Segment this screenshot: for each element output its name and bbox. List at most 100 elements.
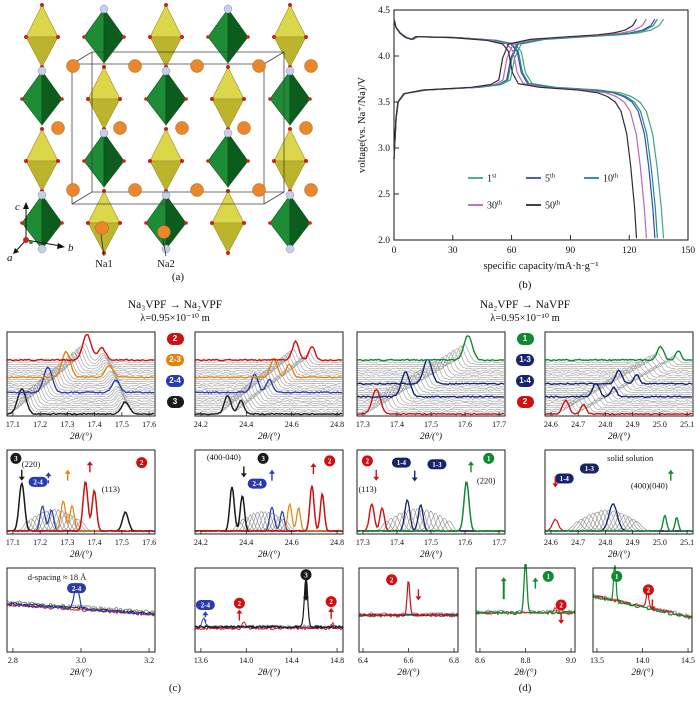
down-arrow-icon	[414, 589, 421, 601]
svg-text:2-4: 2-4	[201, 602, 211, 610]
svg-text:4.5: 4.5	[378, 6, 390, 16]
phase-badge: 2-4	[28, 476, 48, 487]
panel-c-label: (c)	[168, 682, 182, 694]
x-axis: 2.8 3.0 3.2 2θ/(°)	[8, 648, 154, 678]
xrd-curves	[6, 481, 156, 533]
svg-text:3: 3	[304, 571, 308, 579]
xrd-subplot: 24.6 24.7 24.8 24.9 25.0 25.1 2θ/(°) solid solu…	[544, 449, 694, 560]
svg-text:2-4: 2-4	[252, 480, 262, 488]
site-labels: Na1 Na2	[95, 234, 175, 270]
svg-text:3: 3	[14, 455, 18, 463]
svg-text:5th: 5th	[545, 173, 556, 185]
svg-text:25.0: 25.0	[653, 420, 667, 429]
octahedra	[20, 3, 312, 255]
wavelength-subtitle: λ=0.95×10⁻¹⁰ m	[490, 313, 560, 325]
svg-text:30th: 30th	[487, 200, 503, 212]
svg-text:50th: 50th	[545, 200, 561, 212]
up-arrow-icon	[667, 469, 674, 481]
x-axis: 13.6 14.0 14.4 14.8 2θ/(°)	[194, 648, 344, 678]
x-axis: 6.4 6.6 6.8 2θ/(°)	[357, 648, 459, 678]
phase-badge: 2-4	[166, 375, 184, 387]
svg-text:3: 3	[261, 455, 265, 463]
svg-text:2: 2	[329, 598, 333, 606]
x-axis-label: 2θ/(°)	[420, 431, 442, 442]
svg-text:24.6: 24.6	[544, 420, 558, 429]
phase-badge: 2	[325, 596, 337, 608]
svg-text:9.0: 9.0	[566, 656, 576, 665]
svg-text:17.5: 17.5	[424, 538, 438, 547]
phase-badge: 2	[233, 597, 245, 609]
peak-annotation: (113)	[358, 484, 376, 494]
svg-text:1-3: 1-3	[585, 465, 595, 473]
svg-text:3.2: 3.2	[144, 656, 154, 665]
xrd-row: 2.8 3.0 3.2 2θ/(°) d-spacing ≈ 18 Å 2-4 13.6 14…	[0, 564, 350, 680]
x-axis-label: 2θ/(°)	[70, 549, 92, 560]
peak-annotation: (400-040)	[207, 452, 241, 462]
svg-text:2.0: 2.0	[378, 236, 390, 246]
phase-badge: 1	[610, 570, 622, 582]
phase-badge: 2	[136, 457, 148, 469]
svg-text:2: 2	[389, 576, 393, 584]
svg-text:24.8: 24.8	[598, 538, 612, 547]
svg-text:b: b	[68, 242, 74, 254]
up-arrow-icon	[45, 472, 52, 484]
svg-text:90: 90	[566, 246, 576, 256]
panel-a: c b a Na1 Na2 (a)	[4, 2, 352, 283]
phase-badge: 1	[483, 452, 495, 464]
sodium-atoms	[51, 59, 318, 239]
x-axis: 17.3 17.4 17.5 17.6 17.7 2θ/(°)	[356, 412, 506, 442]
svg-text:17.6: 17.6	[142, 538, 156, 547]
svg-text:24.6: 24.6	[285, 538, 299, 547]
up-arrow-icon	[531, 577, 538, 589]
peak-annotation: (220)	[22, 459, 41, 469]
svg-text:25.1: 25.1	[680, 420, 694, 429]
xrd-row: 17.1 17.2 17.3 17.4 17.5 17.6 2θ/(°) 2 2-3 2-4 3 24…	[0, 328, 350, 444]
svg-text:2: 2	[646, 586, 650, 594]
panel-b: 0 30 60 90 120 150 2.0 2.5 3.0 3.5 4.0 4.5 specific …	[352, 2, 698, 291]
down-arrow-icon	[557, 612, 564, 624]
svg-text:2: 2	[366, 458, 370, 466]
phase-transition-title: Na₃VPF → Na₂VPF	[127, 299, 223, 311]
svg-text:2-4: 2-4	[33, 479, 43, 487]
svg-text:24.7: 24.7	[571, 538, 585, 547]
svg-text:120: 120	[622, 246, 637, 256]
xrd-subplot: 24.6 24.7 24.8 24.9 25.0 25.1 2θ/(°)	[544, 331, 694, 442]
svg-text:2: 2	[559, 602, 563, 610]
phase-badge-strip: 2 2-3 2-4 3	[162, 328, 188, 416]
svg-text:2.5: 2.5	[378, 190, 390, 200]
svg-text:2-4: 2-4	[72, 585, 82, 593]
svg-text:24.6: 24.6	[544, 538, 558, 547]
svg-text:3.5: 3.5	[378, 98, 390, 108]
svg-text:1: 1	[546, 573, 550, 581]
phase-badge: 2	[361, 455, 373, 467]
phase-transition-title: Na₂VPF → NaVPF	[479, 299, 571, 311]
svg-text:10th: 10th	[603, 173, 619, 185]
down-arrow-icon	[303, 578, 309, 601]
svg-text:1st: 1st	[487, 173, 497, 185]
svg-text:30: 30	[448, 246, 458, 256]
panel-d-title: Na₂VPF → NaVPF λ=0.95×10⁻¹⁰ m	[350, 298, 700, 328]
xrd-row: 17.1 17.2 17.3 17.4 17.5 17.6 2θ/(°) (220) (113)…	[0, 446, 350, 562]
svg-text:1-4: 1-4	[560, 475, 570, 483]
x-axis-label: 2θ/(°)	[608, 549, 630, 560]
xrd-curves	[356, 335, 505, 416]
up-arrow-icon	[500, 577, 507, 600]
svg-text:17.2: 17.2	[33, 420, 47, 429]
panel-b-label: (b)	[518, 279, 532, 291]
svg-text:17.5: 17.5	[424, 420, 438, 429]
svg-text:24.8: 24.8	[598, 420, 612, 429]
xrd-row: 6.4 6.6 6.8 2θ/(°) 2 8.6 8.8 9.0 2θ/(°) 1 2 13.5 14.…	[350, 564, 700, 680]
svg-text:17.3: 17.3	[356, 420, 370, 429]
xrd-subplot: 2.8 3.0 3.2 2θ/(°) d-spacing ≈ 18 Å 2-4	[6, 567, 156, 678]
legend: 1st 5th 10th 30th 50th	[468, 173, 619, 212]
x-axis-label: 2θ/(°)	[258, 667, 280, 678]
voltage-capacity-chart: 0 30 60 90 120 150 2.0 2.5 3.0 3.5 4.0 4.5 specific …	[357, 6, 695, 272]
svg-text:Na1: Na1	[95, 259, 113, 270]
axes: 0 30 60 90 120 150 2.0 2.5 3.0 3.5 4.0 4.5 specific …	[357, 6, 695, 272]
svg-text:24.8: 24.8	[330, 538, 344, 547]
xrd-curves	[6, 333, 155, 416]
svg-text:14.0: 14.0	[635, 656, 649, 665]
svg-text:24.9: 24.9	[626, 420, 640, 429]
svg-text:17.5: 17.5	[115, 538, 129, 547]
up-arrow-icon	[64, 469, 71, 481]
